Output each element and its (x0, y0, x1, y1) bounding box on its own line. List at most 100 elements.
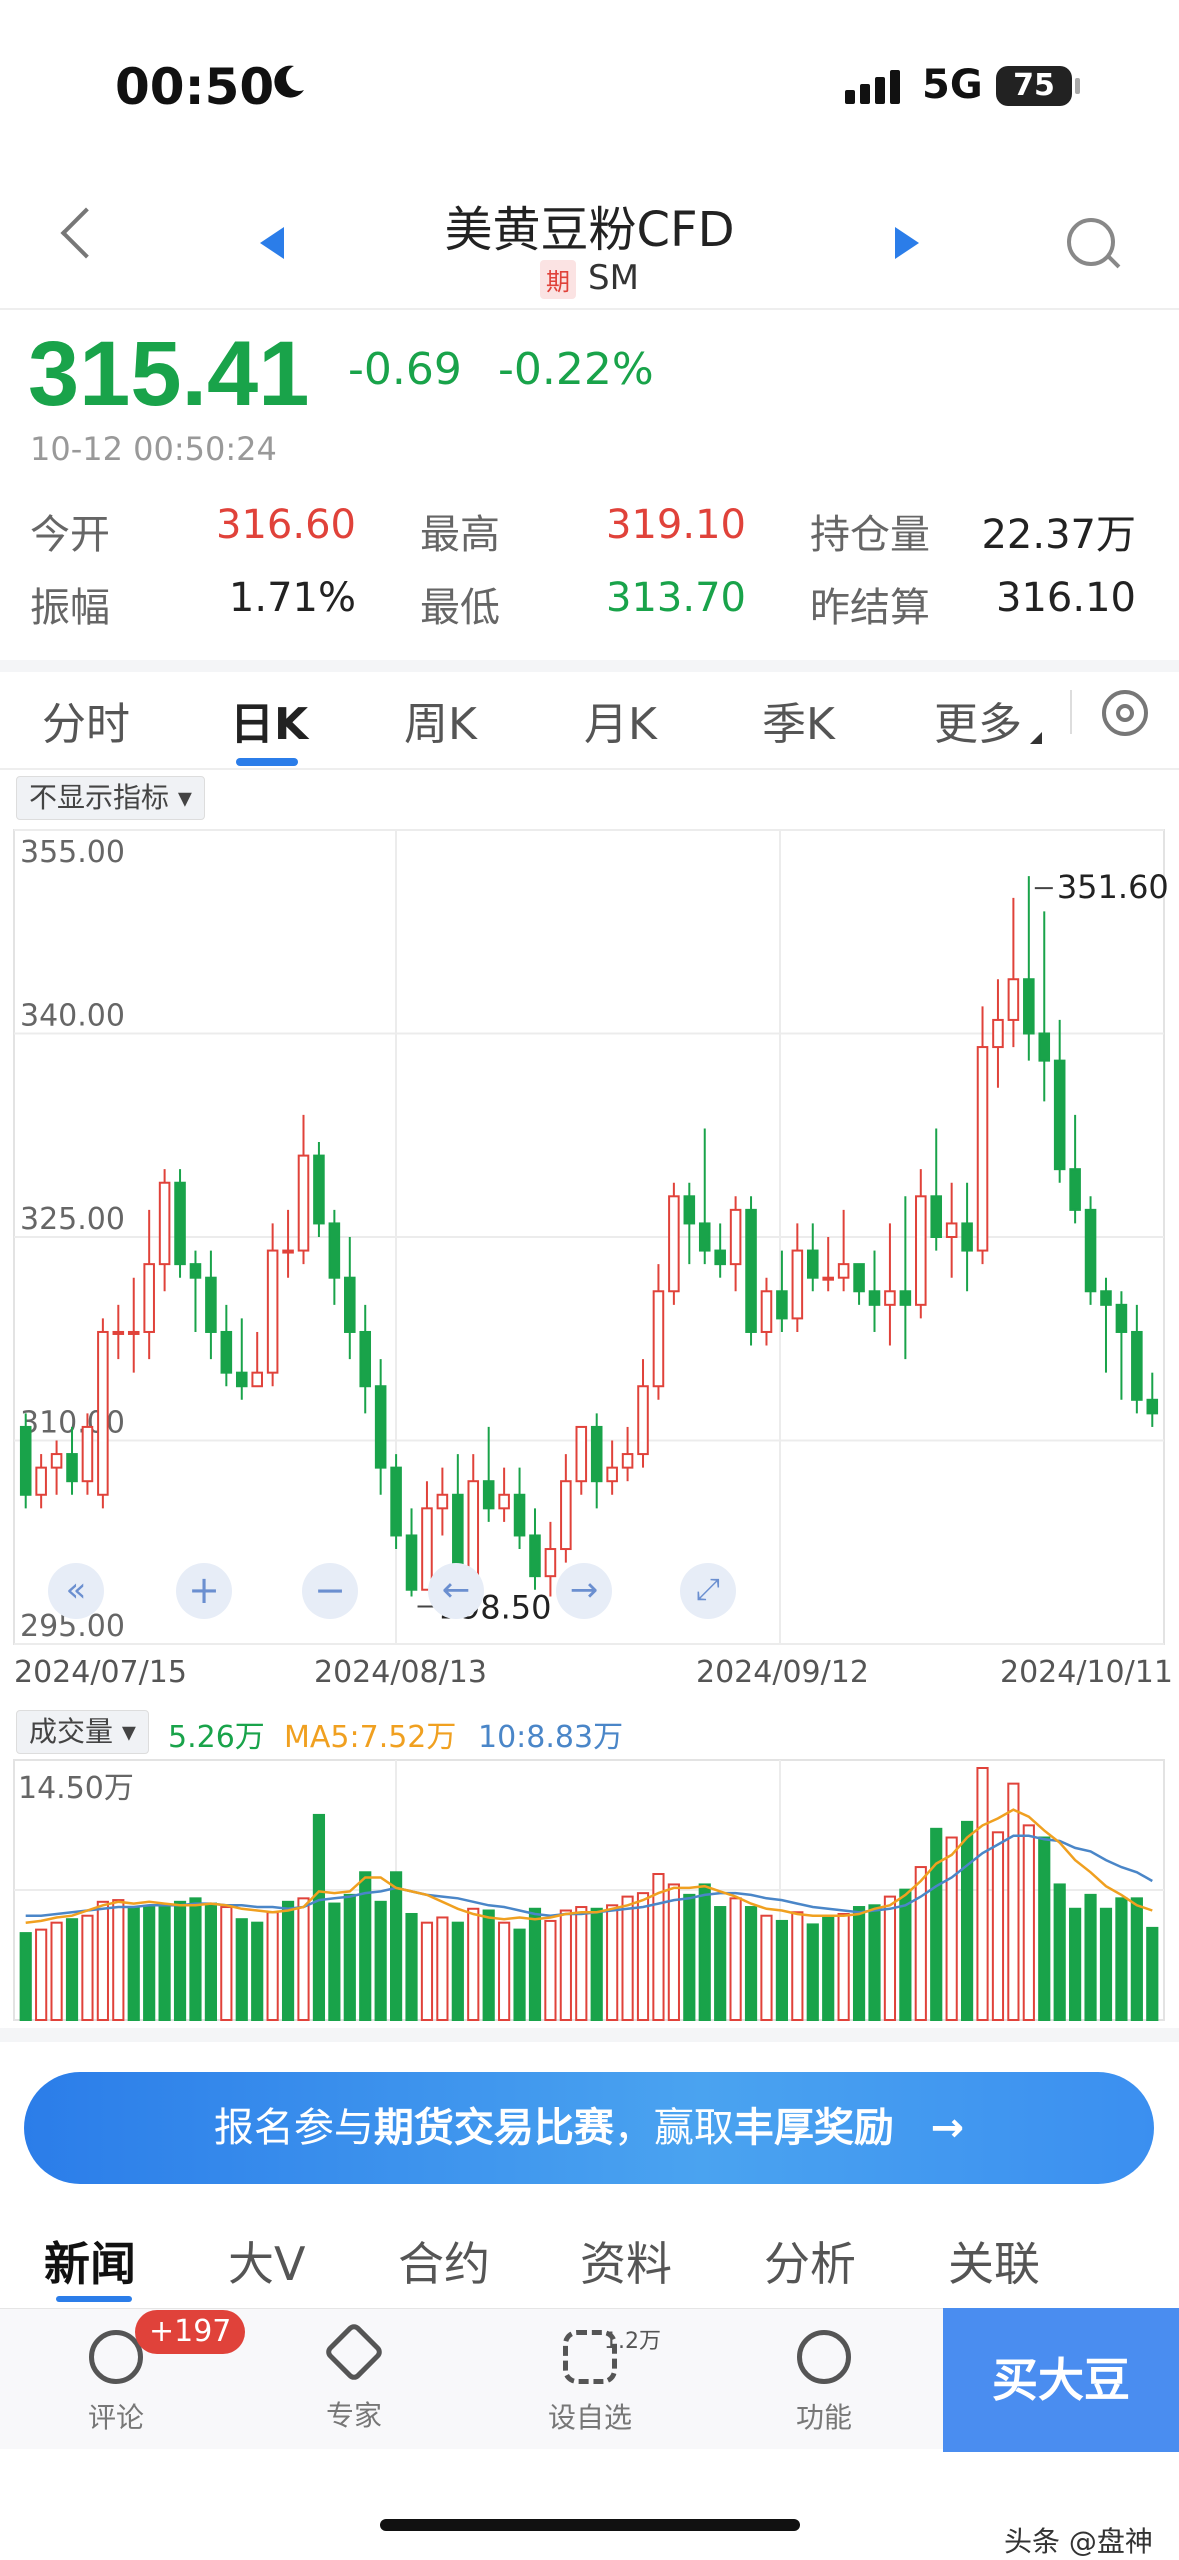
candle-body (698, 1222, 711, 1252)
candle-body (1131, 1330, 1143, 1401)
zoom-in-icon[interactable]: + (176, 1563, 232, 1619)
volume-bar (220, 1906, 233, 2021)
add-watchlist-button[interactable]: 设自选 (520, 2330, 660, 2436)
candle-body (266, 1249, 279, 1374)
volume-title: 成交量 (29, 1715, 114, 1748)
volume-bar (498, 1921, 511, 2021)
instrument-title: 美黄豆粉CFD (444, 202, 735, 258)
tab-quarterly-k[interactable]: 季K (762, 699, 835, 750)
zoom-out-icon[interactable]: − (302, 1563, 358, 1619)
tab-more[interactable]: 更多 (934, 699, 1022, 750)
candle-body (884, 1290, 896, 1306)
home-indicator[interactable] (380, 2519, 800, 2531)
prev-instrument-icon[interactable] (260, 227, 284, 259)
candle-body (143, 1263, 155, 1333)
comment-button[interactable]: 评论 (46, 2330, 186, 2436)
price-change-pct: -0.22% (498, 344, 654, 395)
volume-bar (1053, 1883, 1066, 2021)
indicator-label: 不显示指标 (29, 781, 170, 814)
volume-bar (760, 1914, 773, 2021)
volume-bar (667, 1883, 680, 2021)
high-value: 319.10 (606, 502, 746, 548)
volume-bar (343, 1893, 356, 2022)
futures-tag: 期 (540, 260, 577, 299)
menu-icon (797, 2330, 851, 2384)
signal-icon (845, 70, 905, 104)
y-tick-label: 325.00 (20, 1202, 125, 1237)
candle-body (683, 1195, 696, 1225)
tab-related[interactable]: 关联 (948, 2237, 1040, 2291)
scroll-right-icon[interactable]: → (556, 1563, 612, 1619)
tab-daily-k[interactable]: 日K (230, 699, 309, 750)
last-price: 315.41 (28, 323, 310, 425)
candle-body (652, 1290, 665, 1388)
candle-body (359, 1330, 372, 1388)
volume-bar (575, 1906, 588, 2021)
volume-bar (266, 1911, 279, 2021)
candle-body (251, 1371, 263, 1388)
volume-bar (698, 1883, 711, 2021)
volume-bar (852, 1906, 866, 2021)
candle-body (205, 1276, 217, 1333)
buy-button[interactable]: 买大豆 (943, 2308, 1179, 2452)
tab-contract[interactable]: 合约 (398, 2237, 490, 2291)
candle-body (112, 1330, 125, 1335)
high-label: 最高 (420, 512, 500, 558)
tab-influencers[interactable]: 大V (228, 2237, 306, 2291)
candle-body (81, 1425, 94, 1483)
battery-icon: 75 (996, 66, 1072, 106)
fullscreen-icon[interactable]: ⤢ (680, 1563, 736, 1619)
volume-bar (451, 1921, 464, 2021)
volume-chart[interactable]: 14.50万 (0, 1756, 1179, 2026)
tab-intraday[interactable]: 分时 (42, 699, 130, 750)
volume-bar (235, 1918, 248, 2021)
tab-info[interactable]: 资料 (580, 2237, 672, 2291)
x-tick-label: 2024/07/15 (14, 1655, 187, 1690)
volume-bar (976, 1767, 989, 2021)
volume-bar (251, 1921, 264, 2021)
volume-bar (204, 1902, 217, 2021)
volume-bar (312, 1813, 326, 2022)
section-divider (0, 2028, 1179, 2042)
search-icon[interactable] (1067, 218, 1115, 266)
contest-banner[interactable]: 报名参与期货交易比赛，赢取丰厚奖励 → (24, 2072, 1154, 2184)
volume-bar (405, 1912, 418, 2021)
candle-body (35, 1466, 47, 1496)
scroll-left-icon[interactable]: ← (428, 1563, 484, 1619)
candle-body (915, 1195, 927, 1306)
candle-body (513, 1493, 526, 1537)
price-change: -0.69 (348, 344, 462, 395)
volume-bar (112, 1899, 125, 2022)
candle-body (668, 1195, 680, 1293)
candle-body (498, 1493, 510, 1510)
settings-icon[interactable] (1102, 690, 1148, 736)
volume-bar (652, 1873, 665, 2021)
banner-text-3: ，赢取 (613, 2105, 734, 2151)
volume-bar (374, 1900, 387, 2022)
expert-button[interactable]: 专家 (284, 2320, 424, 2434)
volume-bar (791, 1911, 804, 2021)
volume-bar (65, 1918, 79, 2021)
indicator-toggle[interactable]: 不显示指标 ▾ (16, 776, 205, 820)
high-annotation: 351.60 (1057, 868, 1169, 906)
next-instrument-icon[interactable] (895, 227, 919, 259)
candle-body (637, 1385, 649, 1456)
volume-bar (590, 1907, 603, 2021)
candle-body (374, 1385, 387, 1469)
candlestick-chart[interactable]: 355.00340.00325.00310.00295.00351.60298.… (0, 820, 1179, 1650)
candle-body (745, 1208, 757, 1333)
candle-body (853, 1263, 865, 1293)
volume-bar (297, 1897, 310, 2022)
tab-analysis[interactable]: 分析 (764, 2237, 856, 2291)
candle-body (575, 1425, 588, 1483)
x-tick-label: 2024/10/11 (1000, 1655, 1173, 1690)
volume-bar (559, 1909, 572, 2021)
candle-body (1115, 1303, 1128, 1333)
scroll-left-fast-icon[interactable]: « (48, 1563, 104, 1619)
functions-button[interactable]: 功能 (754, 2330, 894, 2436)
volume-indicator-select[interactable]: 成交量 ▾ (16, 1710, 149, 1754)
tab-monthly-k[interactable]: 月K (584, 699, 657, 750)
tab-weekly-k[interactable]: 周K (404, 699, 477, 750)
tab-news[interactable]: 新闻 (44, 2237, 136, 2291)
volume-bar (189, 1897, 202, 2022)
